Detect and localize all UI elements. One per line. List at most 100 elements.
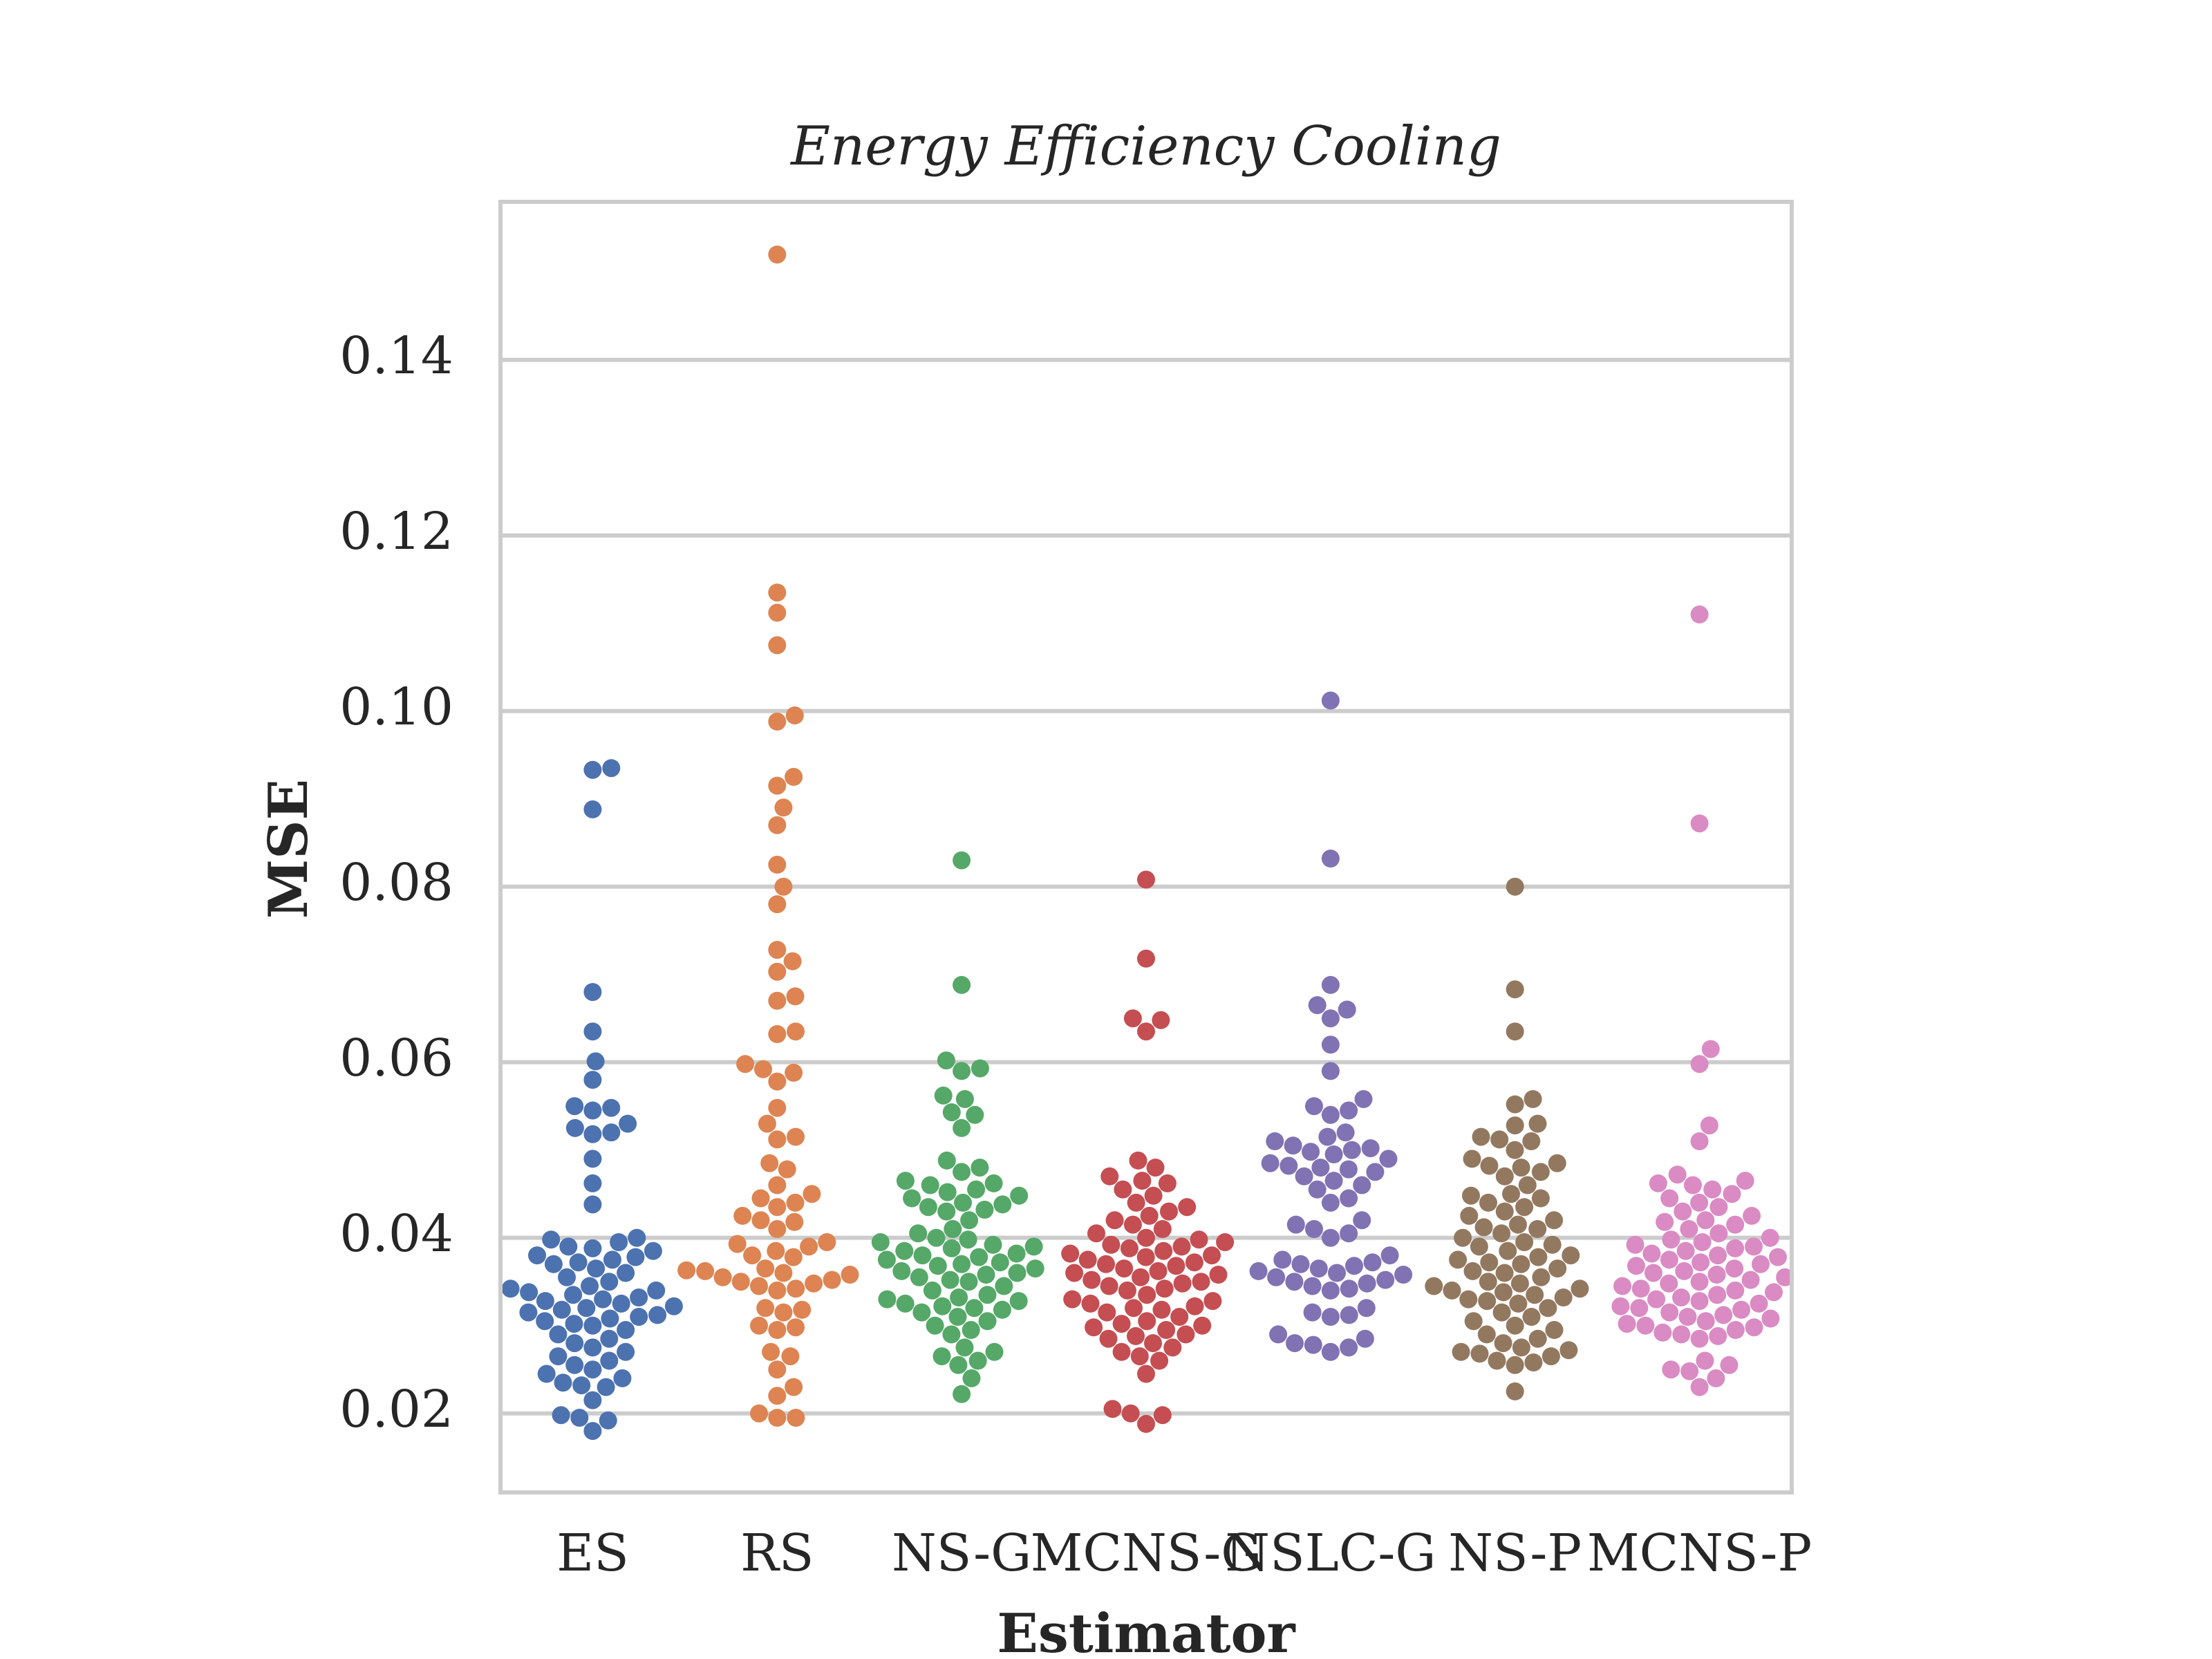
data-point-rs <box>736 1055 755 1074</box>
data-point-ns-g <box>962 1321 980 1339</box>
data-point-mcns-g <box>1087 1224 1105 1243</box>
data-point-es <box>583 1174 602 1192</box>
data-point-ns-p <box>1470 1237 1488 1256</box>
data-point-mcns-g <box>1098 1303 1116 1322</box>
data-point-ns-p <box>1463 1150 1481 1168</box>
data-point-nslc-g <box>1305 1097 1323 1116</box>
x-tick-label: MCNS-P <box>1587 1524 1812 1583</box>
data-point-mcns-p <box>1675 1262 1694 1280</box>
data-point-mcns-p <box>1676 1241 1695 1260</box>
data-point-ns-g <box>953 1118 971 1137</box>
data-point-ns-p <box>1509 1294 1528 1313</box>
data-point-rs <box>756 1299 775 1318</box>
data-point-mcns-p <box>1750 1294 1768 1313</box>
data-point-ns-g <box>971 1159 989 1177</box>
data-point-mcns-g <box>1102 1235 1121 1254</box>
data-point-mcns-g <box>1123 1215 1142 1234</box>
chart-title: Energy Efficiency Cooling <box>789 115 1501 178</box>
data-point-ns-p <box>1554 1288 1573 1306</box>
data-point-nslc-g <box>1321 1193 1340 1212</box>
data-point-mcns-p <box>1684 1176 1702 1194</box>
data-point-ns-g <box>970 1248 988 1266</box>
data-point-mcns-p <box>1707 1369 1725 1387</box>
data-point-rs <box>786 1193 805 1212</box>
data-point-mcns-g <box>1203 1246 1221 1265</box>
data-point-mcns-p <box>1709 1224 1728 1243</box>
data-point-nslc-g <box>1321 1105 1340 1124</box>
data-point-nslc-g <box>1267 1268 1286 1286</box>
data-point-ns-p <box>1495 1202 1514 1221</box>
data-point-ns-g <box>993 1195 1012 1214</box>
data-point-nslc-g <box>1321 850 1340 868</box>
data-point-es <box>600 1329 619 1348</box>
data-point-es <box>599 1411 617 1430</box>
data-point-mcns-g <box>1138 1286 1156 1304</box>
data-point-rs <box>751 1189 770 1208</box>
data-point-mcns-p <box>1693 1233 1712 1251</box>
data-point-ns-p <box>1477 1325 1496 1344</box>
data-point-rs <box>768 1409 787 1427</box>
data-point-mcns-g <box>1137 949 1155 968</box>
data-point-ns-g <box>927 1228 946 1247</box>
data-point-rs <box>787 1409 805 1427</box>
data-point-mcns-g <box>1140 1206 1159 1225</box>
data-point-nslc-g <box>1303 1277 1322 1295</box>
data-point-ns-p <box>1506 980 1524 999</box>
x-tick-label: ES <box>556 1524 629 1583</box>
data-point-ns-p <box>1524 1353 1543 1371</box>
data-point-rs <box>785 706 804 724</box>
data-point-es <box>577 1299 596 1318</box>
data-point-nslc-g <box>1286 1215 1305 1234</box>
data-point-rs <box>677 1261 696 1280</box>
data-point-mcns-g <box>1153 1406 1172 1425</box>
data-point-ns-p <box>1548 1259 1567 1278</box>
data-point-ns-p <box>1506 1116 1524 1135</box>
data-point-nslc-g <box>1376 1271 1395 1289</box>
data-point-rs <box>783 952 802 971</box>
data-point-ns-g <box>953 1163 971 1181</box>
data-point-es <box>537 1365 556 1383</box>
data-point-nslc-g <box>1285 1273 1304 1291</box>
data-point-ns-p <box>1506 1382 1524 1400</box>
data-point-ns-g <box>942 1103 961 1122</box>
data-point-nslc-g <box>1361 1139 1380 1158</box>
data-point-ns-g <box>928 1257 947 1275</box>
data-point-ns-p <box>1480 1253 1499 1272</box>
data-point-mcns-p <box>1660 1274 1678 1293</box>
data-point-es <box>520 1283 538 1302</box>
data-points <box>501 245 1794 1441</box>
data-point-mcns-p <box>1708 1286 1727 1304</box>
data-point-mcns-p <box>1707 1266 1726 1284</box>
data-point-mcns-g <box>1172 1237 1191 1256</box>
data-point-mcns-g <box>1085 1318 1103 1337</box>
data-point-nslc-g <box>1366 1163 1385 1181</box>
data-point-ns-g <box>966 1105 984 1124</box>
data-point-mcns-p <box>1736 1172 1754 1190</box>
data-point-mcns-p <box>1765 1283 1783 1302</box>
data-point-ns-p <box>1490 1130 1509 1149</box>
data-point-mcns-p <box>1627 1257 1645 1275</box>
data-point-rs <box>800 1237 818 1256</box>
data-point-ns-g <box>942 1239 961 1257</box>
data-point-mcns-p <box>1690 1055 1709 1074</box>
data-point-ns-p <box>1459 1290 1478 1309</box>
data-point-mcns-p <box>1611 1297 1630 1315</box>
data-point-mcns-g <box>1123 1009 1142 1028</box>
data-point-nslc-g <box>1340 1306 1358 1324</box>
data-point-es <box>565 1315 583 1333</box>
data-point-mcns-p <box>1690 814 1709 833</box>
data-point-ns-p <box>1522 1308 1541 1326</box>
data-point-mcns-g <box>1127 1327 1145 1345</box>
data-point-es <box>603 1250 621 1269</box>
data-point-ns-g <box>984 1235 1002 1254</box>
data-point-nslc-g <box>1324 1172 1343 1190</box>
data-point-ns-g <box>937 1202 956 1221</box>
data-point-rs <box>818 1233 836 1251</box>
data-point-ns-p <box>1460 1206 1479 1225</box>
data-point-ns-p <box>1454 1228 1472 1247</box>
data-point-mcns-g <box>1114 1180 1132 1199</box>
data-point-mcns-g <box>1137 1414 1155 1433</box>
data-point-mcns-g <box>1118 1281 1136 1300</box>
data-point-ns-p <box>1502 1185 1520 1203</box>
data-point-rs <box>787 1318 805 1337</box>
